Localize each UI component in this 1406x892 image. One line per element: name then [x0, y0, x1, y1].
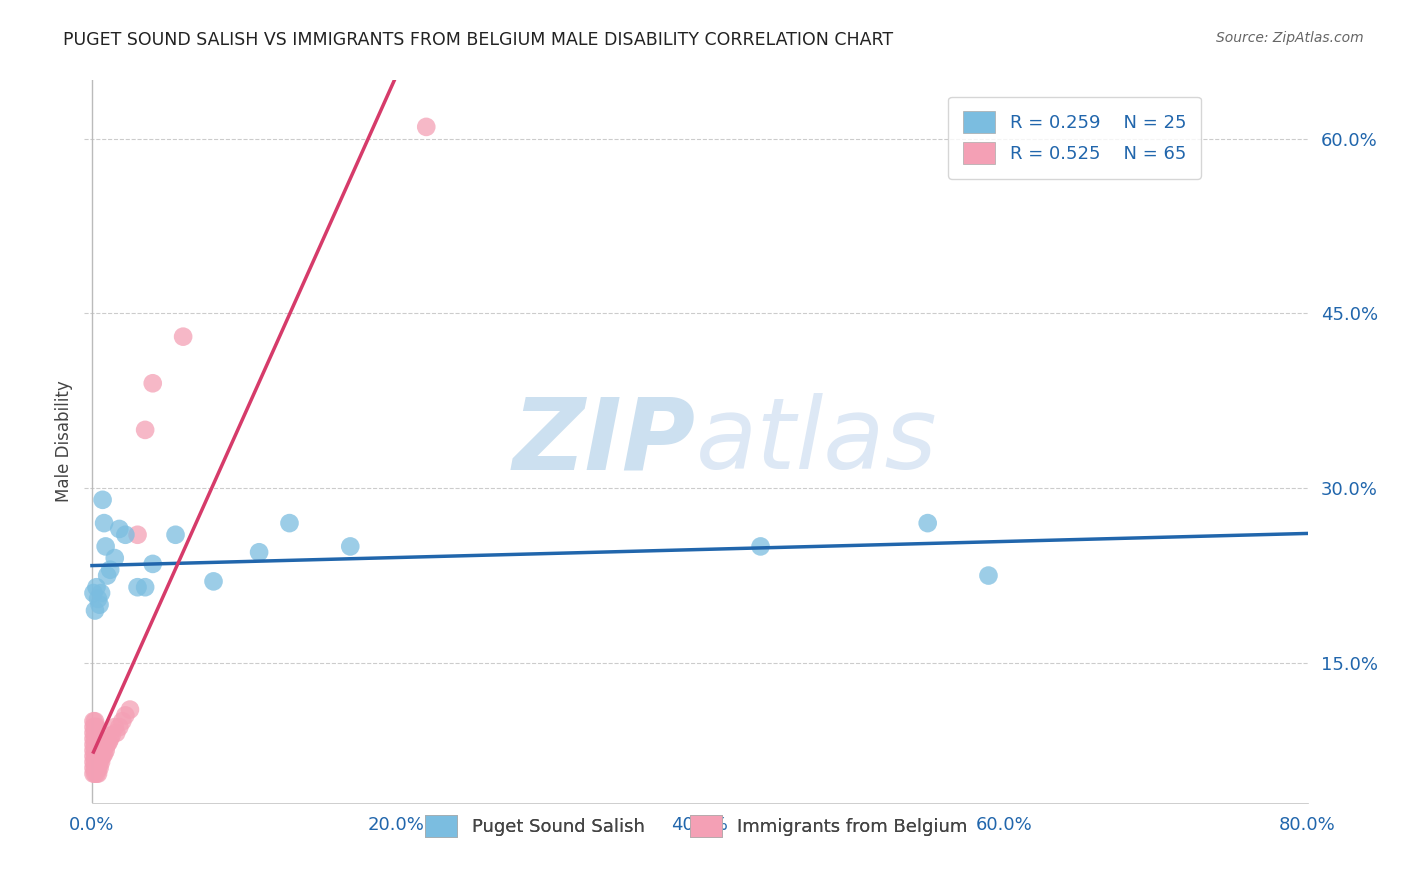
- Point: [108, 720, 131, 734]
- Point: [89, 598, 111, 612]
- Point: [278, 516, 301, 530]
- Point: [93, 516, 115, 530]
- Point: [87, 731, 110, 746]
- Point: [114, 708, 136, 723]
- Point: [86, 755, 108, 769]
- Point: [86, 761, 108, 775]
- Point: [87, 738, 110, 752]
- Point: [82, 761, 104, 775]
- Point: [84, 766, 107, 780]
- Point: [84, 726, 107, 740]
- Point: [142, 557, 165, 571]
- Point: [90, 743, 112, 757]
- Point: [82, 586, 104, 600]
- Point: [105, 726, 128, 740]
- Point: [82, 738, 104, 752]
- Point: [165, 528, 187, 542]
- Point: [415, 120, 437, 134]
- Point: [91, 738, 114, 752]
- Point: [84, 714, 107, 729]
- Point: [84, 743, 107, 757]
- Point: [86, 731, 108, 746]
- Point: [98, 563, 121, 577]
- Point: [202, 574, 225, 589]
- Point: [749, 540, 772, 554]
- Point: [100, 728, 122, 742]
- Point: [111, 714, 134, 729]
- Point: [90, 586, 112, 600]
- Point: [89, 743, 111, 757]
- Point: [86, 580, 108, 594]
- Legend: Puget Sound Salish, Immigrants from Belgium: Puget Sound Salish, Immigrants from Belg…: [418, 808, 974, 845]
- Point: [977, 568, 1000, 582]
- Point: [84, 755, 107, 769]
- Point: [104, 551, 127, 566]
- Point: [90, 755, 112, 769]
- Point: [97, 735, 120, 749]
- Point: [86, 743, 108, 757]
- Point: [91, 749, 114, 764]
- Point: [917, 516, 939, 530]
- Point: [93, 747, 115, 761]
- Point: [86, 766, 108, 780]
- Point: [84, 761, 107, 775]
- Point: [86, 738, 108, 752]
- Point: [89, 755, 111, 769]
- Point: [94, 743, 117, 757]
- Point: [98, 731, 121, 746]
- Point: [86, 726, 108, 740]
- Point: [247, 545, 270, 559]
- Point: [84, 720, 107, 734]
- Point: [84, 603, 107, 617]
- Point: [82, 720, 104, 734]
- Point: [90, 738, 112, 752]
- Point: [118, 702, 141, 716]
- Point: [93, 739, 115, 754]
- Point: [87, 766, 110, 780]
- Point: [87, 591, 110, 606]
- Point: [127, 528, 149, 542]
- Point: [87, 749, 110, 764]
- Point: [108, 522, 131, 536]
- Text: atlas: atlas: [696, 393, 938, 490]
- Point: [87, 761, 110, 775]
- Point: [127, 580, 149, 594]
- Point: [82, 731, 104, 746]
- Point: [172, 329, 194, 343]
- Point: [87, 755, 110, 769]
- Point: [82, 743, 104, 757]
- Point: [82, 755, 104, 769]
- Point: [89, 749, 111, 764]
- Point: [90, 749, 112, 764]
- Point: [89, 761, 111, 775]
- Point: [114, 528, 136, 542]
- Point: [82, 714, 104, 729]
- Point: [339, 540, 361, 554]
- Point: [84, 738, 107, 752]
- Point: [84, 731, 107, 746]
- Point: [91, 492, 114, 507]
- Point: [94, 540, 117, 554]
- Point: [91, 743, 114, 757]
- Text: Source: ZipAtlas.com: Source: ZipAtlas.com: [1216, 31, 1364, 45]
- Point: [96, 738, 118, 752]
- Point: [134, 423, 156, 437]
- Point: [142, 376, 165, 391]
- Point: [104, 720, 127, 734]
- Point: [84, 749, 107, 764]
- Point: [86, 720, 108, 734]
- Y-axis label: Male Disability: Male Disability: [55, 381, 73, 502]
- Point: [134, 580, 156, 594]
- Point: [96, 568, 118, 582]
- Text: PUGET SOUND SALISH VS IMMIGRANTS FROM BELGIUM MALE DISABILITY CORRELATION CHART: PUGET SOUND SALISH VS IMMIGRANTS FROM BE…: [63, 31, 893, 49]
- Point: [87, 743, 110, 757]
- Point: [82, 749, 104, 764]
- Point: [82, 766, 104, 780]
- Text: ZIP: ZIP: [513, 393, 696, 490]
- Point: [86, 749, 108, 764]
- Point: [82, 726, 104, 740]
